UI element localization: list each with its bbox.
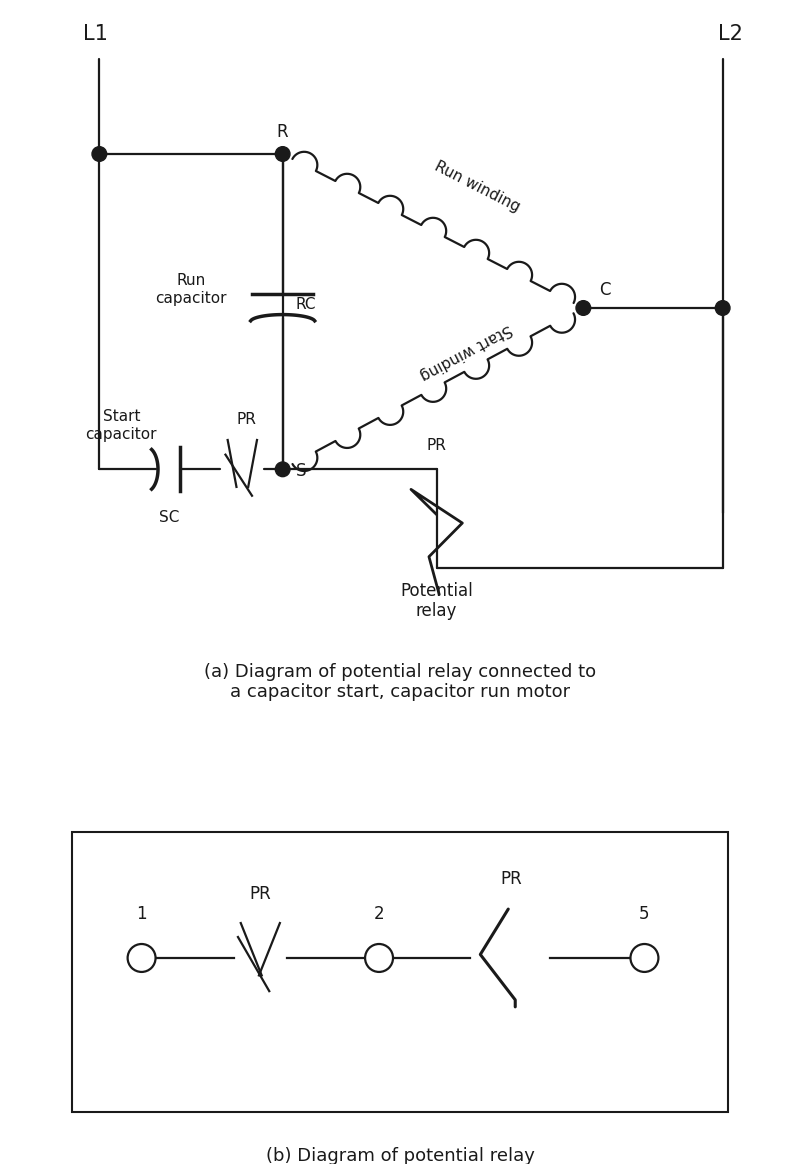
Circle shape (630, 944, 658, 972)
Circle shape (128, 944, 155, 972)
Text: PR: PR (426, 438, 446, 453)
Text: 1: 1 (136, 906, 147, 923)
Text: SC: SC (159, 510, 179, 525)
Text: C: C (599, 282, 611, 299)
Text: L1: L1 (83, 24, 108, 44)
Text: Start winding: Start winding (418, 321, 514, 383)
Text: PR: PR (236, 412, 256, 427)
Text: S: S (296, 462, 306, 480)
Text: RC: RC (296, 297, 316, 312)
Text: PR: PR (501, 871, 522, 888)
Text: (b) Diagram of potential relay: (b) Diagram of potential relay (266, 1147, 534, 1164)
Text: PR: PR (250, 886, 271, 903)
Circle shape (275, 147, 290, 162)
Text: Start
capacitor: Start capacitor (86, 409, 157, 441)
Circle shape (275, 462, 290, 477)
Text: R: R (277, 122, 289, 141)
Circle shape (576, 300, 590, 315)
Text: (a) Diagram of potential relay connected to
a capacitor start, capacitor run mot: (a) Diagram of potential relay connected… (204, 662, 596, 702)
Circle shape (715, 300, 730, 315)
Text: Run winding: Run winding (432, 159, 522, 215)
Text: Potential
relay: Potential relay (400, 582, 473, 620)
Circle shape (92, 147, 106, 162)
Text: 2: 2 (374, 906, 384, 923)
Circle shape (365, 944, 393, 972)
Text: 5: 5 (639, 906, 650, 923)
Text: L2: L2 (718, 24, 742, 44)
Text: Run
capacitor: Run capacitor (155, 274, 226, 306)
